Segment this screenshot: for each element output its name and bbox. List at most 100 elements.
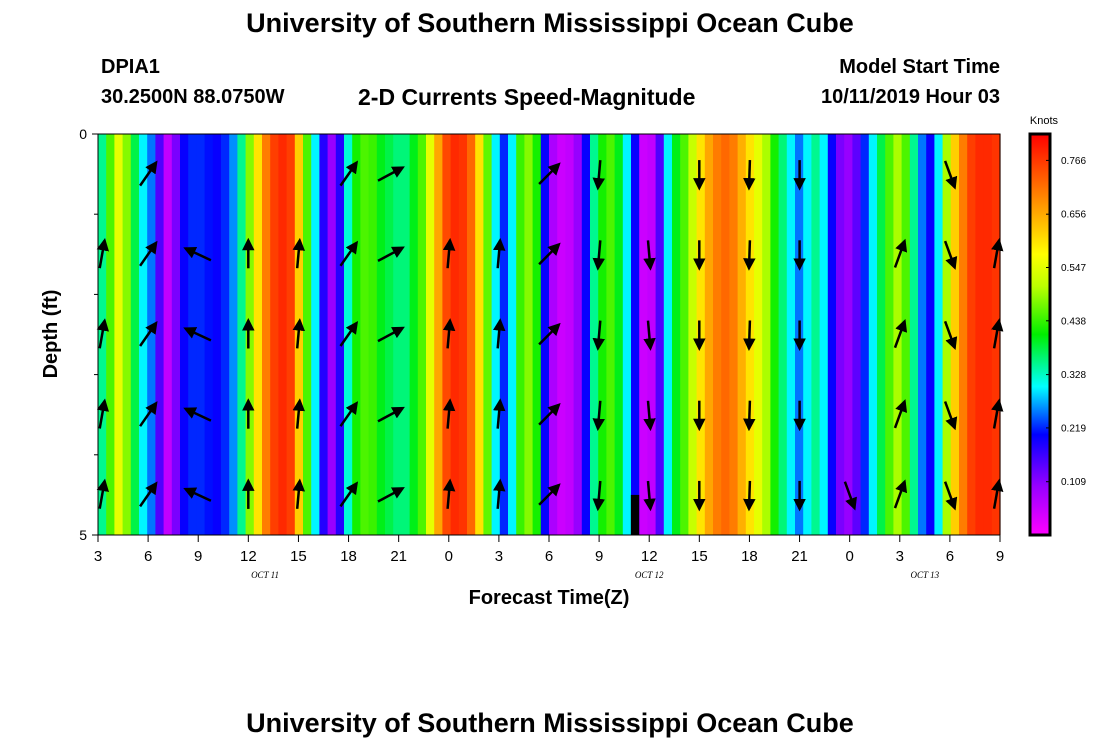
heatmap-cell (909, 134, 919, 535)
heatmap-cell (983, 134, 993, 535)
date-label: OCT 12 (635, 570, 664, 580)
current-arrow (743, 320, 756, 351)
current-arrow (843, 481, 857, 511)
heatmap-cell (319, 134, 329, 535)
heatmap-cell (713, 134, 722, 535)
colorbar-legend: Knots 0.766 0.656 0.547 0.438 0.328 0.219 0.10… (1028, 115, 1086, 537)
heatmap-cell (950, 134, 960, 535)
current-arrow (139, 401, 158, 427)
current-arrow (991, 478, 1004, 509)
current-arrow (743, 240, 756, 271)
current-arrow (592, 240, 605, 271)
heatmap-cell (655, 134, 665, 535)
current-arrow (292, 398, 306, 429)
current-arrow (592, 160, 605, 191)
current-arrow (377, 326, 405, 343)
heatmap-cell (606, 134, 616, 535)
heatmap-cell (532, 134, 542, 535)
current-arrow (538, 242, 561, 266)
colorbar-tick-label: 0.219 (1061, 423, 1086, 434)
current-arrow (743, 480, 756, 512)
current-arrow (183, 407, 212, 422)
x-tick-label: 3 (495, 548, 503, 565)
heatmap-cell (393, 134, 402, 535)
x-tick-label: 6 (946, 548, 954, 565)
current-arrow (339, 320, 359, 347)
current-arrow (139, 240, 158, 267)
current-arrow (139, 160, 158, 187)
current-arrow (442, 237, 456, 269)
x-axis: Forecast Time(Z) (469, 587, 630, 609)
heatmap-cell (704, 134, 714, 535)
current-arrow (339, 481, 359, 508)
current-arrow (538, 483, 561, 506)
colorbar-tick-label: 0.766 (1061, 156, 1086, 167)
x-tick-labels: 3 6 9 12 15 18 21 0 3 6 9 12 15 18 21 0 3 6 9 (94, 535, 1004, 565)
heatmap-cell (180, 134, 189, 535)
heatmap-cell (327, 134, 337, 535)
heatmap-cell (614, 134, 624, 535)
heatmap-cell (139, 134, 148, 535)
heatmap-cell (122, 134, 132, 535)
station-coordinates: 30.2500N 88.0750W (101, 86, 285, 108)
heatmap-cell (959, 134, 968, 535)
current-arrow (538, 162, 561, 185)
heatmap-cell (311, 134, 320, 535)
current-arrow (893, 238, 908, 268)
current-arrow (493, 318, 506, 349)
current-arrow (643, 400, 656, 432)
current-arrow (991, 398, 1004, 429)
heatmap-cell (663, 134, 673, 535)
colorbar-tick-label: 0.438 (1061, 316, 1086, 327)
current-arrow (538, 322, 561, 346)
current-arrow (96, 398, 110, 429)
colorbar-tick-label: 0.109 (1061, 477, 1086, 488)
heatmap-cell (647, 134, 657, 535)
heatmap-cell (729, 134, 739, 535)
model-start-value: 10/11/2019 Hour 03 (820, 86, 1000, 108)
heatmap-cell (819, 134, 829, 535)
current-arrow (893, 318, 908, 349)
heatmap-cell (868, 134, 878, 535)
date-label: OCT 11 (251, 570, 279, 580)
current-arrow (493, 478, 506, 509)
heatmap-cell (253, 134, 263, 535)
current-arrow (96, 238, 110, 269)
heatmap-cell (417, 134, 427, 535)
heatmap-cell (877, 134, 886, 535)
colorbar-tick-label: 0.656 (1061, 210, 1086, 221)
colorbar-tick-label: 0.328 (1061, 370, 1086, 381)
data-gap-mark (630, 494, 640, 535)
heatmap-cell (450, 134, 460, 535)
heatmap-cell (893, 134, 903, 535)
date-label: OCT 13 (911, 570, 940, 580)
heatmap-cell (622, 134, 632, 535)
current-arrow (377, 166, 405, 182)
colorbar-ticks: 0.766 0.656 0.547 0.438 0.328 0.219 0.109 (1046, 156, 1086, 488)
current-arrow (442, 398, 456, 429)
current-arrow (96, 478, 110, 509)
y-axis-label: Depth (ft) (40, 290, 62, 379)
date-labels: OCT 11 OCT 12 OCT 13 (251, 570, 940, 580)
current-arrow (592, 320, 605, 351)
colorbar-unit-label: Knots (1030, 115, 1059, 127)
current-arrow (643, 240, 656, 271)
heatmap-cell (565, 134, 575, 535)
y-tick-label: 0 (79, 126, 87, 142)
current-arrow (339, 240, 359, 267)
y-tick-label: 5 (79, 527, 87, 543)
current-arrow (183, 246, 212, 262)
current-arrow (183, 487, 212, 502)
heatmap-cell (901, 134, 911, 535)
x-tick-label: 6 (545, 548, 553, 565)
heatmap-cell (483, 134, 493, 535)
heatmap-cell (229, 134, 238, 535)
current-arrow (893, 479, 908, 509)
x-tick-label: 18 (741, 548, 758, 565)
heatmap-cell (557, 134, 566, 535)
x-axis-label: Forecast Time(Z) (469, 587, 630, 609)
heatmap-cell (278, 134, 288, 535)
heatmap-cell (581, 134, 591, 535)
heatmap-cell (475, 134, 484, 535)
heatmap-cell (598, 134, 607, 535)
